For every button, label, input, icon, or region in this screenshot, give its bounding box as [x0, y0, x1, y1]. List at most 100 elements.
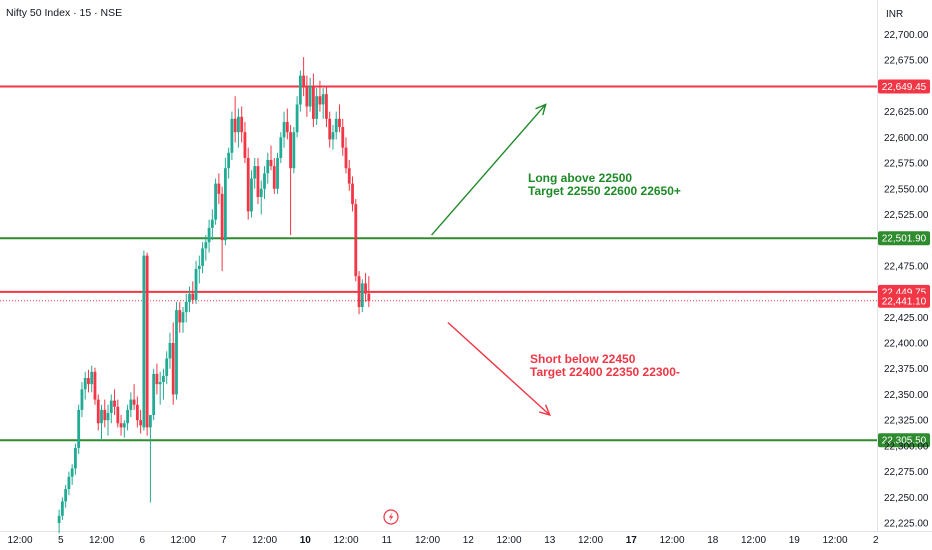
candle-body [175, 310, 178, 395]
long-arrow[interactable] [431, 103, 547, 236]
y-tick-label: 22,300.00 [884, 441, 929, 452]
candle [83, 371, 87, 400]
candle-body [158, 382, 162, 385]
short-arrow[interactable] [447, 321, 551, 417]
candle-body [292, 132, 296, 169]
candle-body [289, 132, 292, 169]
x-tick-label: 18 [707, 535, 719, 546]
candle [178, 301, 182, 333]
y-tick-label: 22,475.00 [884, 261, 929, 272]
candle-body [312, 85, 315, 119]
y-tick-label: 22,575.00 [884, 159, 929, 170]
candle-body [276, 157, 279, 189]
candle [367, 276, 371, 308]
y-tick-label: 22,375.00 [884, 364, 929, 375]
candle [80, 382, 84, 418]
candle-body [253, 166, 257, 179]
long-annotation-line2[interactable]: Target 22550 22600 22650+ [528, 184, 681, 198]
x-tick-label: 11 [382, 535, 393, 546]
candle [175, 301, 178, 400]
candle [158, 371, 162, 405]
candle-body [338, 118, 341, 128]
candle-body [344, 147, 348, 169]
candle [77, 404, 81, 455]
y-tick-label: 22,325.00 [884, 416, 929, 427]
candle [168, 332, 172, 369]
candle [253, 157, 257, 189]
candle-body [191, 293, 195, 300]
candle-body [263, 173, 266, 189]
x-tick-label: 17 [626, 535, 638, 546]
candle-body [155, 373, 159, 385]
candle [142, 250, 146, 431]
x-tick-label: 12:00 [822, 535, 847, 546]
candle-body [119, 423, 123, 428]
candle-body [243, 132, 247, 158]
candle-body [149, 415, 152, 428]
candle-body [227, 152, 231, 169]
candle [57, 509, 61, 534]
candle-body [279, 137, 283, 158]
candle-body [109, 400, 113, 413]
candle-body [194, 268, 198, 300]
support-price-tag [878, 433, 930, 448]
candle-body [214, 183, 217, 220]
candle-body [351, 183, 354, 205]
x-tick-label: 12:00 [252, 535, 277, 546]
candle [341, 118, 345, 156]
short-annotation-line1[interactable]: Short below 22450 [530, 352, 636, 366]
x-tick-label: 12:00 [496, 535, 521, 546]
candle-body [103, 409, 107, 421]
candle-body [233, 118, 237, 133]
candle [364, 273, 367, 302]
candle-body [184, 301, 188, 313]
candle [250, 170, 253, 218]
candle [230, 111, 234, 160]
candle [308, 77, 312, 112]
lightning-event-icon[interactable] [383, 509, 399, 525]
candle-body [64, 489, 68, 502]
time-axis[interactable]: 12:00 5 12:00 6 12:00 7 12:00 10 12:00 11 12:00 12 1… [7, 535, 879, 546]
candle-body [331, 132, 335, 140]
candle [266, 152, 270, 184]
candle [60, 497, 64, 520]
candle [292, 127, 296, 174]
symbol-title[interactable]: Nifty 50 Index · 15 · NSE [6, 7, 123, 19]
candle-body [90, 371, 94, 385]
long-annotation-line1[interactable]: Long above 22500 [528, 171, 632, 185]
price-axis[interactable]: 22,225.0022,250.0022,275.0022,300.0022,3… [884, 30, 929, 530]
candle-body [87, 377, 90, 385]
candle [295, 96, 299, 138]
candle-body [207, 227, 211, 243]
candle [139, 409, 143, 434]
candle-body [171, 343, 175, 395]
candle-body [295, 104, 299, 133]
x-tick-label: 12:00 [89, 535, 114, 546]
y-tick-label: 22,425.00 [884, 313, 929, 324]
horizontal-levels[interactable]: 22,649.45 22,501.90 22,449.75 22,305.50 22,4… [0, 79, 930, 448]
candle-body [305, 85, 309, 107]
y-tick-label: 22,400.00 [884, 339, 929, 350]
candle [259, 180, 263, 215]
candle [351, 176, 354, 212]
candle [243, 121, 247, 164]
trend-arrows[interactable] [431, 103, 551, 417]
candle [276, 152, 279, 194]
candle-body [74, 447, 77, 469]
short-annotation-line2[interactable]: Target 22400 22350 22300- [530, 365, 680, 379]
candle [269, 145, 273, 171]
currency-label[interactable]: INR [886, 9, 904, 20]
x-tick-label: 19 [789, 535, 801, 546]
candle [184, 293, 188, 323]
support-price-label: 22,305.50 [882, 436, 927, 447]
candle [152, 368, 156, 421]
candle [116, 399, 120, 428]
candle [135, 396, 139, 428]
candle-body [116, 406, 120, 424]
candle-body [126, 409, 129, 424]
candle-body [145, 255, 149, 428]
candle [129, 392, 133, 418]
candle [289, 125, 292, 236]
candle-body [129, 399, 133, 410]
